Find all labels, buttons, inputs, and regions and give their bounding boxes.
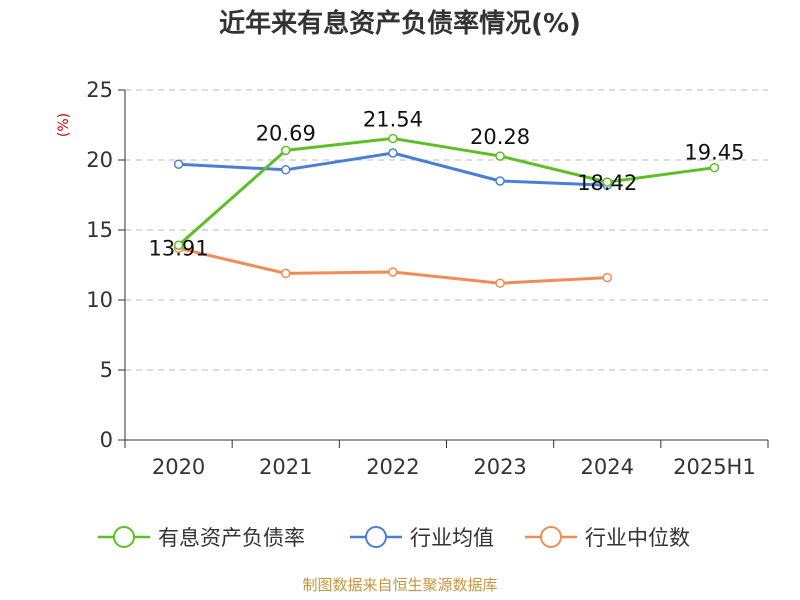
data-point [281,165,291,175]
data-point [495,278,505,288]
legend-marker [365,526,387,548]
data-point [388,148,398,158]
x-tick-label: 2021 [259,455,312,479]
data-point [495,176,505,186]
data-label: 18.42 [577,171,637,195]
legend-label: 行业中位数 [585,526,690,550]
data-point [173,240,184,251]
data-labels: 13.91 20.69 21.54 20.28 18.42 19.45 [149,107,745,260]
series-line-1 [178,151,608,187]
x-tick-label: 2022 [366,455,419,479]
data-point [173,159,184,169]
series-layer [173,133,720,288]
legend-marker [540,526,562,548]
data-point [281,268,291,279]
data-point [602,272,612,283]
chart-title: 近年来有息资产负债率情况(%) [219,8,581,39]
data-point [709,162,720,173]
y-tick-label: 10 [86,288,113,312]
x-tick-label: 2024 [581,455,634,479]
data-point [495,151,505,161]
legend-label: 行业均值 [410,526,494,550]
y-tick-label: 5 [100,358,113,382]
legend[interactable]: 有息资产负债率 行业均值 行业中位数 [98,526,690,550]
y-tick-label: 0 [100,428,113,452]
legend-item[interactable]: 行业均值 [350,526,494,550]
legend-item[interactable]: 行业中位数 [525,526,690,550]
data-label: 21.54 [363,107,423,131]
series-line-0 [177,136,715,247]
y-axis-unit: (%) [56,113,72,137]
x-tick-label: 2025H1 [673,455,756,479]
y-tick-label: 25 [86,78,113,102]
source-note: 制图数据来自恒生聚源数据库 [302,576,497,594]
data-label: 19.45 [684,141,744,165]
data-point [388,267,398,277]
axes: 0 5 10 15 20 25 2020 2021 2022 2023 2024 2025H1 [86,78,769,479]
y-tick-label: 20 [86,148,113,172]
legend-item[interactable]: 有息资产负债率 [98,526,305,550]
data-label: 20.28 [470,125,530,149]
legend-marker [113,526,135,548]
grid-lines [125,89,768,371]
data-label: 13.91 [149,236,209,260]
data-label: 20.69 [256,121,316,145]
data-point [388,133,398,144]
x-tick-label: 2023 [473,455,526,479]
series-line-2 [178,246,608,285]
y-tick-label: 15 [86,218,113,242]
x-tick-label: 2020 [152,455,205,479]
data-point [281,145,291,156]
legend-label: 有息资产负债率 [158,526,305,550]
data-point [602,177,612,187]
